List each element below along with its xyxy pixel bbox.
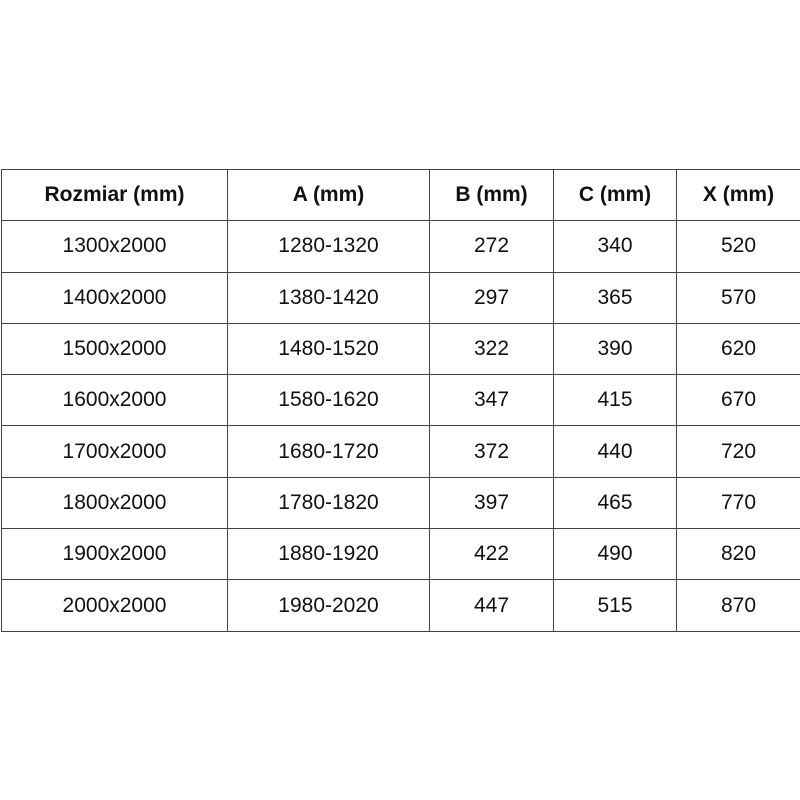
table-cell: 440 xyxy=(553,425,677,478)
table-cell: 1600x2000 xyxy=(1,374,228,427)
table-cell: 1480-1520 xyxy=(227,322,430,376)
column-header: B (mm) xyxy=(429,168,554,222)
table-cell: 297 xyxy=(429,271,554,324)
table-cell: 322 xyxy=(429,322,554,376)
table-row: 1500x2000 1480-1520 322 390 620 xyxy=(1,322,800,376)
table-row: 1300x2000 1280-1320 272 340 520 xyxy=(1,220,800,273)
table-cell: 520 xyxy=(676,220,800,273)
table-cell: 820 xyxy=(676,528,800,581)
column-header: Rozmiar (mm) xyxy=(1,168,228,222)
table-row: 1700x2000 1680-1720 372 440 720 xyxy=(1,425,800,478)
table-cell: 770 xyxy=(676,476,800,530)
column-header: A (mm) xyxy=(227,168,430,222)
table-row: 1600x2000 1580-1620 347 415 670 xyxy=(1,374,800,427)
table-cell: 1280-1320 xyxy=(227,220,430,273)
table-cell: 372 xyxy=(429,425,554,478)
table-cell: 870 xyxy=(676,579,800,632)
table-cell: 620 xyxy=(676,322,800,376)
table-cell: 1680-1720 xyxy=(227,425,430,478)
table-cell: 1580-1620 xyxy=(227,374,430,427)
table-cell: 365 xyxy=(553,271,677,324)
table-cell: 397 xyxy=(429,476,554,530)
table-row: 1800x2000 1780-1820 397 465 770 xyxy=(1,476,800,530)
table-cell: 347 xyxy=(429,374,554,427)
table-cell: 1800x2000 xyxy=(1,476,228,530)
table-cell: 422 xyxy=(429,528,554,581)
table-cell: 1300x2000 xyxy=(1,220,228,273)
table-cell: 1980-2020 xyxy=(227,579,430,632)
header-row: Rozmiar (mm) A (mm) B (mm) C (mm) X (mm) xyxy=(1,168,800,222)
table-cell: 1900x2000 xyxy=(1,528,228,581)
size-table: Rozmiar (mm) A (mm) B (mm) C (mm) X (mm) 130… xyxy=(1,168,800,632)
table-cell: 670 xyxy=(676,374,800,427)
table-cell: 272 xyxy=(429,220,554,273)
table-cell: 447 xyxy=(429,579,554,632)
table-cell: 2000x2000 xyxy=(1,579,228,632)
table-cell: 340 xyxy=(553,220,677,273)
table-cell: 1500x2000 xyxy=(1,322,228,376)
column-header: C (mm) xyxy=(553,168,677,222)
column-header: X (mm) xyxy=(676,168,800,222)
table-row: 1400x2000 1380-1420 297 365 570 xyxy=(1,271,800,324)
table-row: 1900x2000 1880-1920 422 490 820 xyxy=(1,528,800,581)
table-cell: 465 xyxy=(553,476,677,530)
table-cell: 1380-1420 xyxy=(227,271,430,324)
table-cell: 1780-1820 xyxy=(227,476,430,530)
table-cell: 415 xyxy=(553,374,677,427)
table-cell: 1700x2000 xyxy=(1,425,228,478)
table-cell: 390 xyxy=(553,322,677,376)
table-cell: 720 xyxy=(676,425,800,478)
table-cell: 1880-1920 xyxy=(227,528,430,581)
table-cell: 1400x2000 xyxy=(1,271,228,324)
table-cell: 490 xyxy=(553,528,677,581)
table-cell: 570 xyxy=(676,271,800,324)
table-cell: 515 xyxy=(553,579,677,632)
table-row: 2000x2000 1980-2020 447 515 870 xyxy=(1,579,800,632)
